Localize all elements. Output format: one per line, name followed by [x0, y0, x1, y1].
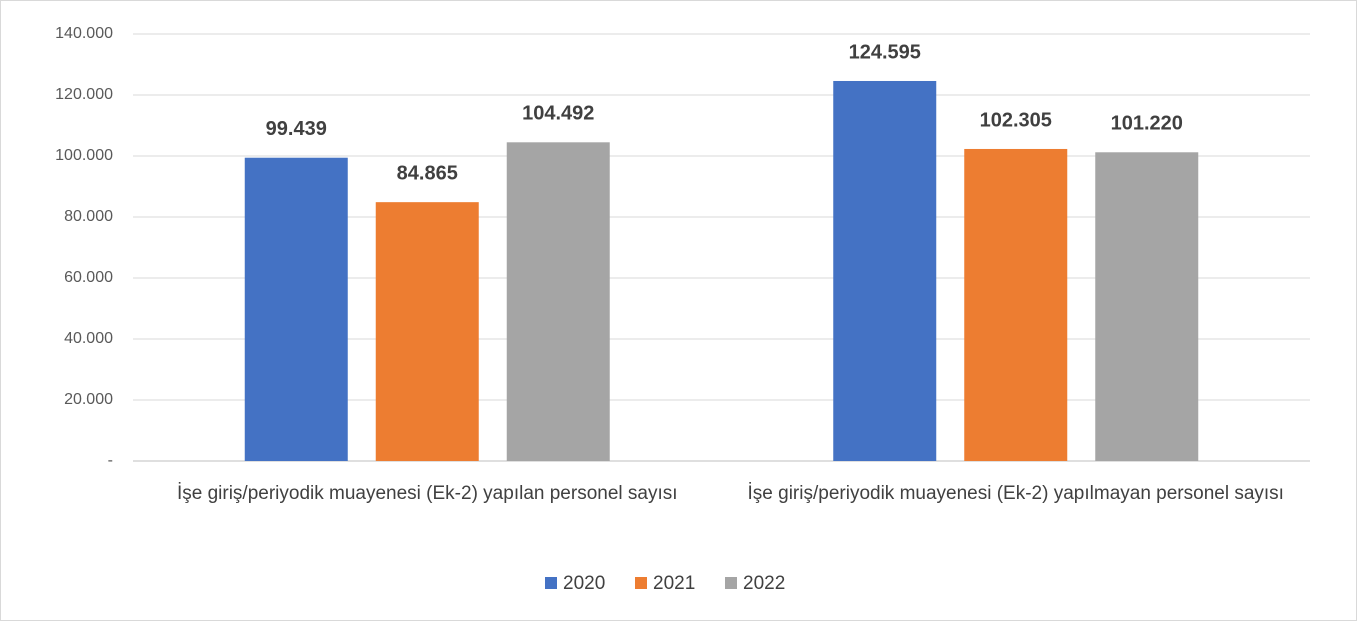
legend-label: 2022 — [743, 573, 785, 594]
legend-swatch — [725, 577, 737, 589]
bar — [1095, 152, 1199, 462]
value-label: 99.439 — [266, 118, 327, 140]
bar — [375, 202, 479, 461]
y-tick-label: - — [108, 452, 113, 469]
y-tick-label: 100.000 — [55, 147, 113, 164]
bar — [833, 80, 937, 461]
y-tick-label: 80.000 — [64, 208, 113, 225]
y-tick-label: 60.000 — [64, 269, 113, 286]
bar — [244, 157, 348, 461]
y-tick-label: 140.000 — [55, 25, 113, 42]
value-label: 124.595 — [849, 41, 921, 63]
legend-swatch — [545, 577, 557, 589]
legend-label: 2020 — [563, 573, 605, 594]
y-tick-label: 40.000 — [64, 330, 113, 347]
value-label: 84.865 — [397, 162, 458, 184]
legend-label: 2021 — [653, 573, 695, 594]
y-tick-label: 120.000 — [55, 86, 113, 103]
value-label: 104.492 — [522, 103, 594, 125]
legend-swatch — [635, 577, 647, 589]
y-tick-label: 20.000 — [64, 391, 113, 408]
x-tick-label: İşe giriş/periyodik muayenesi (Ek-2) yap… — [747, 483, 1284, 504]
value-label: 101.220 — [1111, 113, 1183, 135]
bar — [506, 142, 610, 462]
bar — [964, 148, 1068, 461]
value-label: 102.305 — [980, 109, 1052, 131]
x-tick-label: İşe giriş/periyodik muayenesi (Ek-2) yap… — [176, 483, 678, 504]
